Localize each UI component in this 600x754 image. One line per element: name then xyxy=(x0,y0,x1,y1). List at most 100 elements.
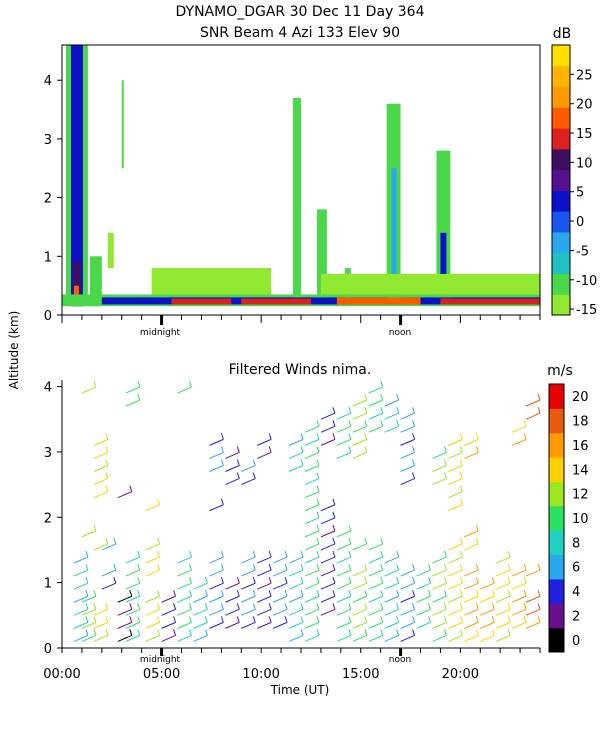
wind-barb-shaft xyxy=(432,569,447,577)
wind-barb xyxy=(288,616,304,629)
wind-barb-shaft xyxy=(145,543,160,551)
wind-barb-flag xyxy=(85,590,89,597)
wind-barb-shaft xyxy=(384,635,399,642)
wind-barb-flag xyxy=(412,629,416,636)
wind-barb-shaft xyxy=(525,621,541,629)
wind-barb-flag xyxy=(428,590,431,597)
snr-colorbar-swatch xyxy=(552,128,570,150)
wind-barb xyxy=(400,459,416,472)
wind-barb-flag xyxy=(380,393,384,401)
wind-barb-shaft xyxy=(193,621,208,629)
wind-barb-flag xyxy=(252,603,256,610)
wind-barb-shaft xyxy=(432,478,447,486)
wind-barb-shaft xyxy=(320,556,336,564)
wind-barb-shaft xyxy=(272,595,288,603)
wind-barb-shaft xyxy=(73,635,89,642)
wind-barb-shaft xyxy=(384,425,399,433)
winds-midnight-label: midnight xyxy=(140,655,181,665)
wind-barb-flag xyxy=(459,590,463,597)
wind-barb-shaft xyxy=(145,595,160,603)
wind-barb xyxy=(145,537,161,551)
wind-barb xyxy=(352,537,368,551)
wind-barb xyxy=(81,629,97,642)
wind-barb xyxy=(416,590,431,603)
wind-barb-flag xyxy=(507,577,511,584)
wind-barb xyxy=(73,550,89,564)
wind-barb-shaft xyxy=(225,465,240,472)
wind-barb-shaft xyxy=(336,621,352,629)
wind-barb-flag xyxy=(93,380,97,388)
wind-barb xyxy=(480,629,495,642)
wind-barb-flag xyxy=(380,550,384,558)
wind-barb xyxy=(193,616,208,629)
wind-barb xyxy=(320,550,336,564)
wind-barb-flag xyxy=(396,420,400,427)
wind-barb xyxy=(125,616,141,629)
winds-colorbar-frame xyxy=(548,383,565,653)
wind-barb-flag xyxy=(396,629,400,636)
wind-barb-shaft xyxy=(368,635,383,642)
wind-barb-shaft xyxy=(416,569,431,577)
wind-barb-shaft xyxy=(336,595,352,603)
wind-barb-flag xyxy=(157,616,161,623)
wind-barb-shaft xyxy=(256,608,272,616)
wind-barb-shaft xyxy=(125,635,140,642)
wind-barb-flag xyxy=(252,472,256,479)
wind-barb-flag xyxy=(459,459,463,466)
wind-barb xyxy=(448,550,463,564)
wind-barb xyxy=(336,420,352,433)
wind-barb-flag xyxy=(459,577,463,584)
wind-barb-flag xyxy=(348,524,352,532)
wind-barb-flag xyxy=(129,629,133,636)
wind-barb-flag xyxy=(443,590,447,597)
wind-barb-shaft xyxy=(93,491,109,499)
wind-barb-flag xyxy=(443,603,447,610)
wind-barb xyxy=(193,590,208,603)
wind-barb xyxy=(225,446,240,459)
wind-barb-shaft xyxy=(368,412,383,420)
winds-noon-label: noon xyxy=(389,655,411,665)
wind-barb-shaft xyxy=(225,608,240,616)
wind-barb-flag xyxy=(316,616,320,623)
winds-ytick-label: 0 xyxy=(44,642,52,657)
wind-barb-flag xyxy=(236,446,240,453)
wind-barb-flag xyxy=(157,498,161,505)
wind-barb-flag xyxy=(204,590,208,597)
wind-barb-shaft xyxy=(400,569,415,577)
wind-barb-shaft xyxy=(511,569,527,577)
wind-barb-flag xyxy=(459,446,463,453)
wind-barb-shaft xyxy=(241,556,256,564)
wind-barb-flag xyxy=(173,590,177,597)
wind-barb-shaft xyxy=(241,582,256,590)
wind-barb xyxy=(225,459,240,472)
wind-barb xyxy=(117,590,133,603)
wind-barb-shaft xyxy=(448,504,463,512)
wind-barb-flag xyxy=(220,577,224,584)
wind-barb-flag xyxy=(507,563,511,571)
wind-barb xyxy=(209,616,224,629)
wind-barb xyxy=(81,380,97,394)
wind-barb xyxy=(511,577,527,590)
winds-ytick-label: 1 xyxy=(44,577,52,592)
wind-barb-shaft xyxy=(177,635,192,642)
wind-barb-shaft xyxy=(241,465,256,472)
snr-cell xyxy=(70,45,83,307)
wind-barb xyxy=(352,407,368,420)
wind-barb-shaft xyxy=(400,465,415,472)
wind-barb-flag xyxy=(157,550,161,558)
wind-barb-shaft xyxy=(93,438,109,446)
wind-barb-flag xyxy=(380,420,384,427)
wind-barb-flag xyxy=(137,590,141,597)
wind-barb-flag xyxy=(284,550,288,558)
wind-barb-flag xyxy=(85,550,89,558)
wind-barb-shaft xyxy=(304,530,320,538)
wind-barb-flag xyxy=(332,511,336,518)
wind-barb-shaft xyxy=(145,556,160,564)
wind-barb-flag xyxy=(491,603,495,610)
wind-barb xyxy=(177,590,192,603)
wind-barb-shaft xyxy=(125,608,140,616)
wind-barb-shaft xyxy=(93,608,109,616)
wind-barb xyxy=(525,407,541,420)
snr-colorbar-tick-label: 20 xyxy=(576,98,593,113)
wind-barb-flag xyxy=(268,563,272,571)
